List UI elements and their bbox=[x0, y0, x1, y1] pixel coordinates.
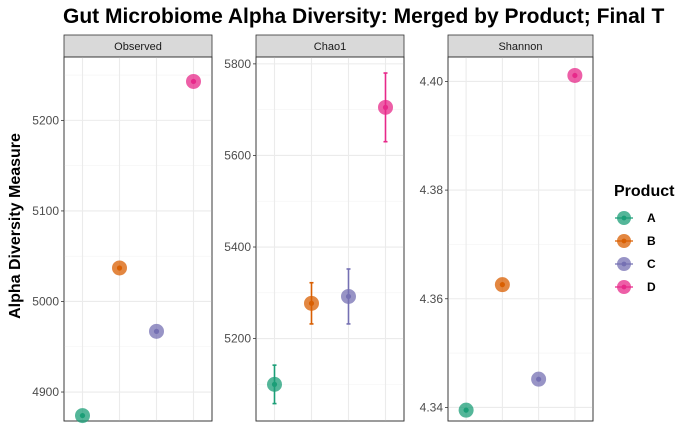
point-center bbox=[271, 381, 278, 387]
y-tick-label: 4.34 bbox=[420, 400, 444, 414]
panel-border bbox=[447, 56, 594, 422]
y-tick-label: 5600 bbox=[224, 148, 251, 162]
point-center bbox=[79, 412, 86, 419]
y-axis-label: Alpha Diversity Measure bbox=[7, 133, 24, 319]
facets: Observed 4900 5000 5100 5200 Chao1 5200 5400 560… bbox=[32, 34, 594, 424]
facet-strip-label: Observed bbox=[114, 41, 162, 53]
y-tick-label: 5100 bbox=[32, 204, 59, 218]
point-center bbox=[572, 72, 578, 79]
legend-item-A: A bbox=[615, 211, 656, 225]
facet-strip-label: Chao1 bbox=[314, 41, 346, 53]
panel-background bbox=[63, 56, 213, 422]
legend-key-center bbox=[621, 284, 627, 290]
chart-title: Gut Microbiome Alpha Diversity: Merged b… bbox=[63, 5, 664, 28]
point-center bbox=[382, 104, 389, 110]
legend-key-center bbox=[621, 238, 627, 244]
point-center bbox=[153, 328, 160, 334]
legend-item-C: C bbox=[615, 257, 656, 271]
y-tick-label: 4.40 bbox=[420, 74, 444, 88]
facet-observed: Observed 4900 5000 5100 5200 bbox=[32, 34, 213, 424]
panel-background bbox=[447, 56, 594, 422]
legend-label: B bbox=[647, 234, 656, 248]
legend-label: D bbox=[647, 280, 656, 294]
point-center bbox=[308, 300, 315, 306]
panel-border bbox=[63, 56, 213, 422]
facet-strip-label: Shannon bbox=[498, 41, 542, 53]
legend-label: A bbox=[647, 211, 656, 225]
legend-item-D: D bbox=[615, 280, 656, 294]
point-center bbox=[116, 265, 123, 271]
y-tick-label: 4.36 bbox=[420, 292, 444, 306]
legend-label: C bbox=[647, 257, 656, 271]
y-tick-label: 4.38 bbox=[420, 183, 444, 197]
legend-item-B: B bbox=[615, 234, 656, 248]
point-center bbox=[499, 282, 505, 288]
facet-shannon: Shannon 4.34 4.36 4.38 4.40 bbox=[420, 34, 594, 422]
point-center bbox=[536, 376, 542, 382]
legend-key-center bbox=[621, 261, 627, 267]
y-tick-label: 5200 bbox=[224, 332, 251, 346]
y-tick-label: 5200 bbox=[32, 113, 59, 127]
y-tick-label: 5800 bbox=[224, 57, 251, 71]
y-tick-label: 5400 bbox=[224, 240, 251, 254]
legend-title: Product bbox=[614, 183, 675, 200]
point-center bbox=[345, 293, 352, 300]
panel-background bbox=[255, 56, 405, 422]
point-center bbox=[190, 78, 197, 85]
panel-border bbox=[255, 56, 405, 422]
facet-chao1: Chao1 5200 5400 5600 5800 bbox=[224, 34, 405, 422]
legend-key-center bbox=[621, 215, 627, 221]
point-center bbox=[463, 407, 469, 413]
y-tick-label: 4900 bbox=[32, 385, 59, 399]
y-tick-label: 5000 bbox=[32, 294, 59, 308]
